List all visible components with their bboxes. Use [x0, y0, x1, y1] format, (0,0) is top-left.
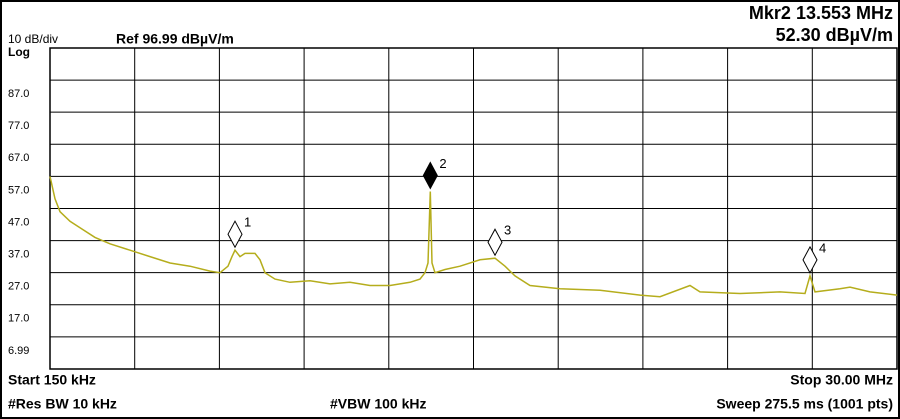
- ref-label: Ref 96.99 dBµV/m: [116, 31, 234, 47]
- start-label: Start 150 kHz: [8, 372, 96, 388]
- y-tick-label: 6.99: [8, 345, 29, 357]
- scale-label: 10 dB/div: [8, 32, 58, 46]
- sweep-label: Sweep 275.5 ms (1001 pts): [716, 396, 893, 412]
- rbw-label: #Res BW 10 kHz: [8, 396, 117, 412]
- y-tick-label: 27.0: [8, 281, 29, 293]
- vbw-label: #VBW 100 kHz: [330, 396, 426, 412]
- marker-diamond: [422, 161, 438, 190]
- trace: [49, 176, 898, 298]
- stop-label: Stop 30.00 MHz: [790, 372, 893, 388]
- y-tick-label: 67.0: [8, 152, 29, 164]
- marker-diamond: [487, 228, 503, 257]
- y-tick-label: 77.0: [8, 120, 29, 132]
- marker-diamond: [227, 220, 243, 249]
- scale-type-label: Log: [8, 45, 30, 59]
- marker-label: 2: [439, 156, 446, 171]
- marker-readout-freq: Mkr2 13.553 MHz: [749, 3, 893, 23]
- y-tick-label: 57.0: [8, 184, 29, 196]
- marker-label: 3: [504, 223, 511, 238]
- y-tick-label: 37.0: [8, 248, 29, 260]
- marker-label: 1: [244, 215, 251, 230]
- y-tick-label: 17.0: [8, 313, 29, 325]
- y-tick-label: 47.0: [8, 216, 29, 228]
- marker-readout-amp: 52.30 dBµV/m: [776, 25, 893, 45]
- marker-label: 4: [819, 240, 826, 255]
- marker-diamond: [802, 245, 818, 274]
- y-tick-label: 87.0: [8, 88, 29, 100]
